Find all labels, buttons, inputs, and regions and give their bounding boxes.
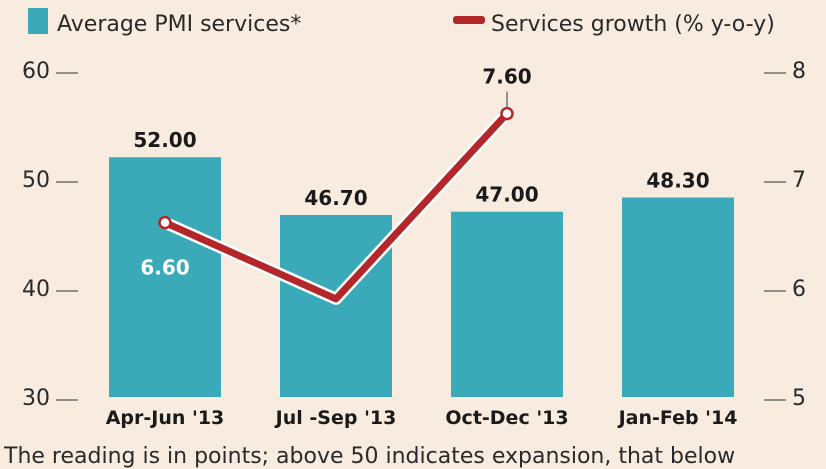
right-tick-label: 6 [792, 277, 806, 302]
line-value-label: 6.60 [140, 256, 189, 280]
right-tick-label: 7 [792, 168, 806, 193]
bar-value-label: 48.30 [646, 169, 709, 193]
bar [280, 215, 392, 397]
bars [109, 157, 734, 397]
legend-line-label: Services growth (% y-o-y) [491, 12, 775, 37]
chart: Average PMI services* Services growth (%… [0, 0, 826, 465]
bar-value-label: 47.00 [475, 183, 538, 207]
footnote: The reading is in points; above 50 indic… [4, 444, 735, 469]
left-tick-label: 60 [22, 59, 50, 84]
bar-value-label: 46.70 [304, 186, 367, 210]
right-tick-label: 5 [792, 386, 806, 411]
left-tick-label: 50 [22, 168, 50, 193]
left-tick-label: 40 [22, 277, 50, 302]
bar [451, 212, 563, 397]
bar-value-label: 52.00 [133, 128, 196, 152]
line-point-marker [160, 217, 171, 228]
legend-bar-label: Average PMI services* [57, 12, 301, 37]
line-value-label: 7.60 [482, 65, 531, 89]
bar [622, 198, 734, 397]
category-label: Jan-Feb '14 [617, 407, 738, 429]
right-axis: 5 6 7 8 [764, 59, 806, 411]
left-tick-label: 30 [22, 386, 50, 411]
legend-bar-swatch [28, 8, 48, 34]
legend: Average PMI services* Services growth (%… [28, 8, 775, 37]
category-labels: Apr-Jun '13 Jul -Sep '13 Oct-Dec '13 Jan-Fe… [106, 407, 738, 429]
category-label: Apr-Jun '13 [106, 407, 225, 429]
right-tick-label: 8 [792, 59, 806, 84]
legend-line-swatch [453, 16, 485, 24]
category-label: Oct-Dec '13 [445, 407, 568, 429]
line-point-marker [502, 108, 513, 119]
left-axis: 30 40 50 60 [22, 59, 78, 411]
category-label: Jul -Sep '13 [274, 407, 397, 429]
